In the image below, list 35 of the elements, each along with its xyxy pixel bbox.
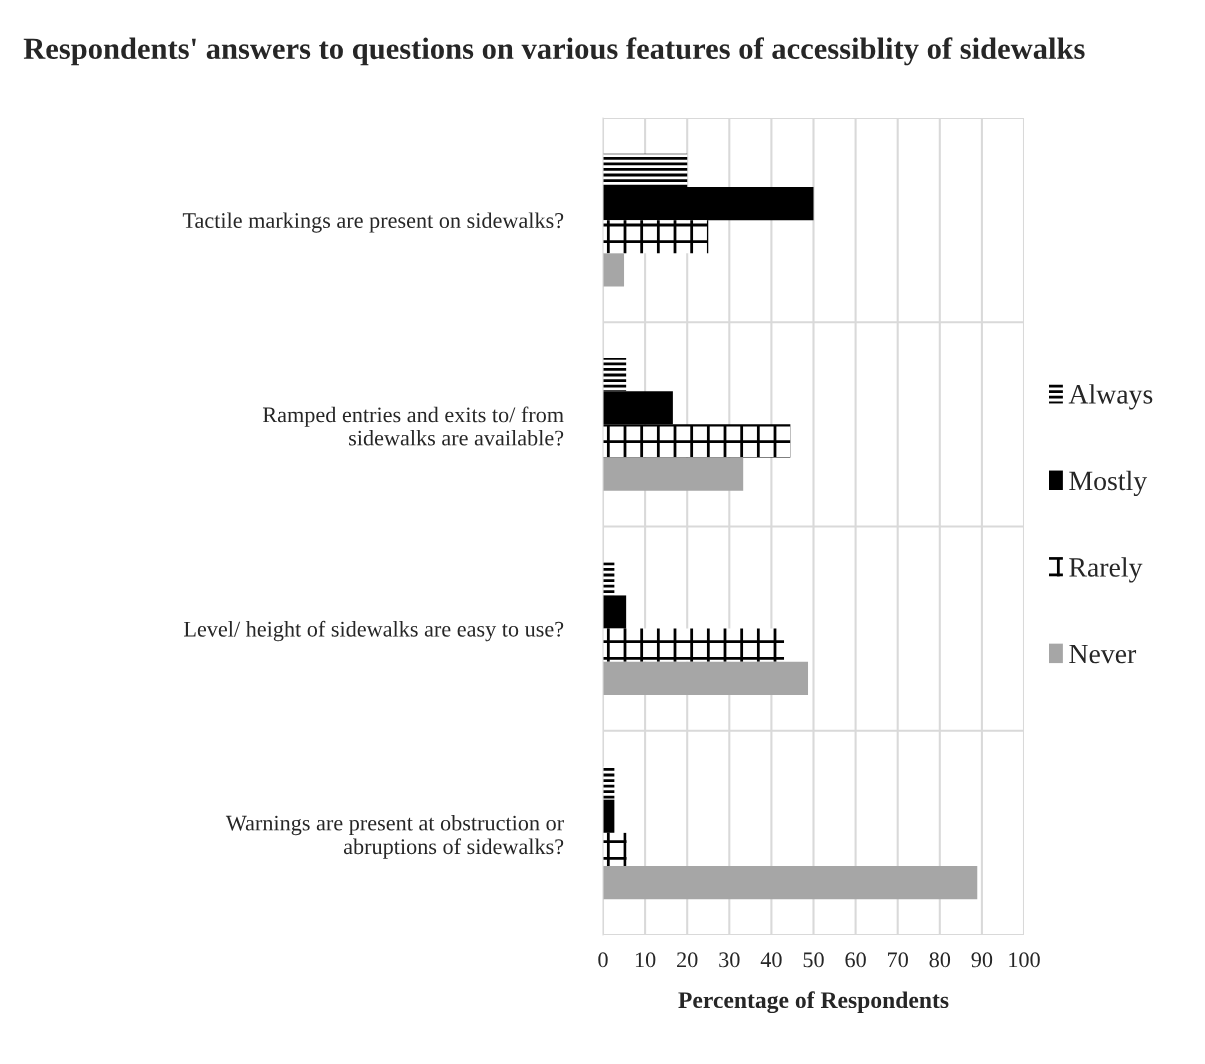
bar [603,391,673,425]
y-tick-label: Level/ height of sidewalks are easy to use? [184,620,564,642]
bar [603,866,978,900]
bar [603,595,627,629]
x-tick-label: 100 [1009,952,1040,968]
bar [603,457,744,491]
bar [603,153,688,187]
x-tick-label: 40 [760,952,782,968]
bar [603,220,709,254]
x-tick-label: 10 [635,952,656,968]
bar [603,766,615,800]
bar [603,661,809,696]
bar [603,424,791,458]
legend-label: Rarely [1069,557,1143,583]
chart-title: Respondents' answers to questions on various features of accessiblity of sidewalks [23,37,1085,66]
y-tick-label: Tactile markings are present on sidewalks? [182,212,564,233]
x-tick-label: 50 [803,952,824,968]
x-tick-label: 20 [677,952,698,968]
y-tick-label: Ramped entries and exits to/ from sidewalks are available? [262,406,564,446]
bar [603,628,785,662]
x-tick-label: 90 [971,952,993,968]
legend-label: Mostly [1069,470,1148,496]
bar [603,832,627,867]
x-tick-label: 0 [598,952,608,968]
x-tick-label: 80 [929,952,951,968]
bar [603,253,625,287]
x-tick-label: 30 [719,952,740,968]
bar [603,357,627,392]
legend-label: Always [1068,384,1153,410]
x-tick-label: 70 [888,952,908,968]
x-tick-label: 60 [845,952,866,968]
legend-label: Never [1069,644,1137,664]
y-tick-label: Warnings are present at obstruction or abruptions of sidewalks? [225,814,564,859]
bar [603,186,814,221]
x-axis-title: Percentage of Respondents [678,991,949,1014]
